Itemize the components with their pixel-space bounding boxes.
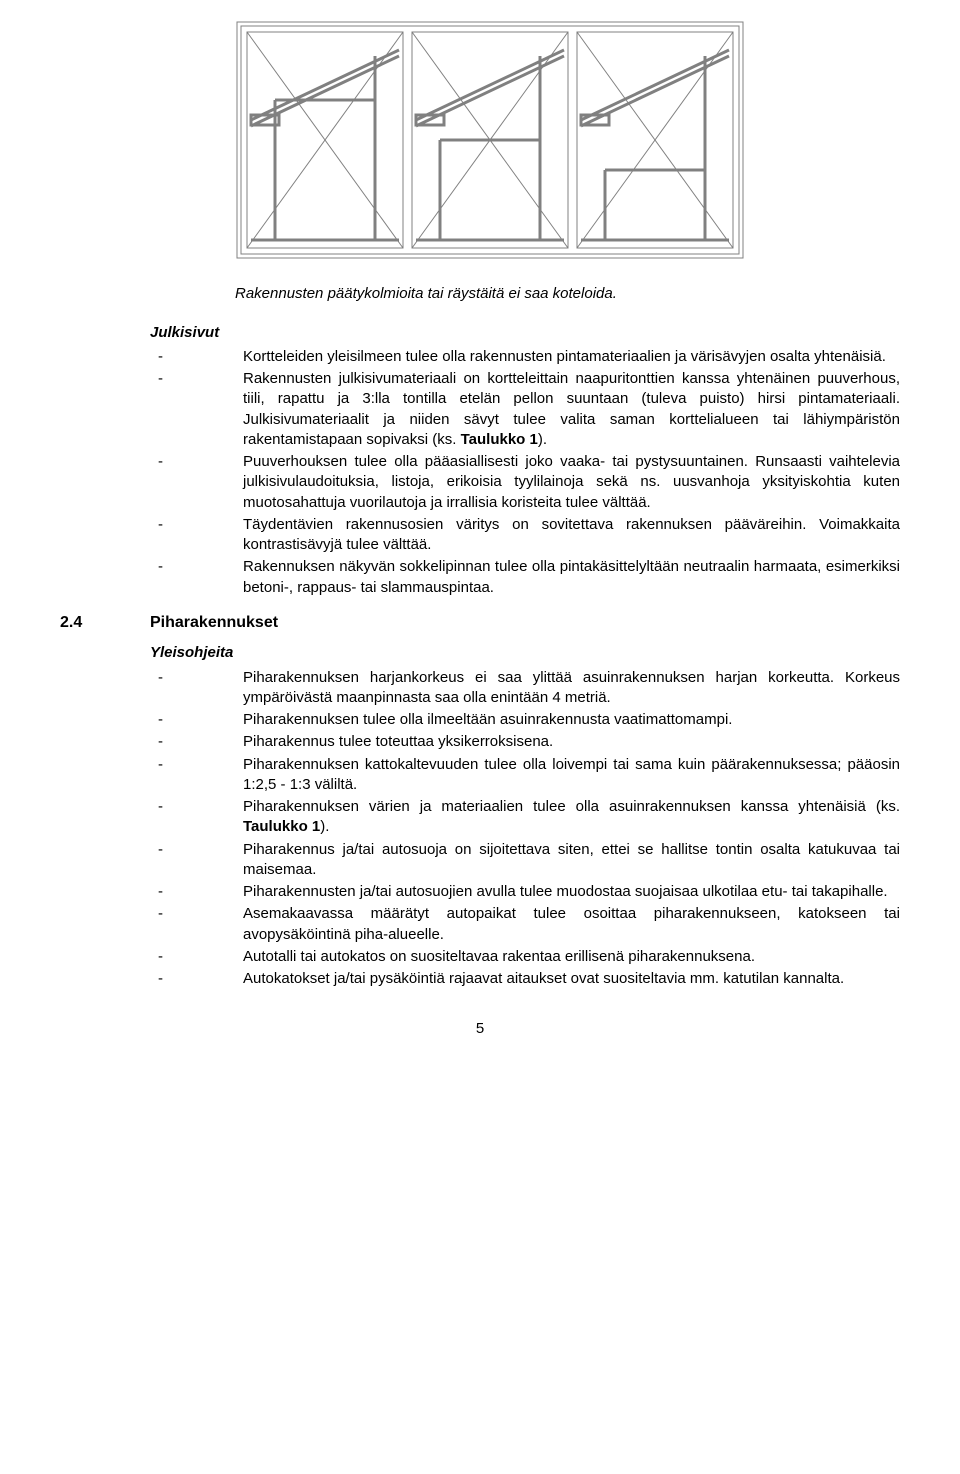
bullet-dash: -: [150, 710, 243, 730]
julkisivut-list: -Kortteleiden yleisilmeen tulee olla rak…: [150, 347, 900, 598]
julkisivut-heading: Julkisivut: [150, 323, 900, 343]
diagram-caption: Rakennusten päätykolmioita tai räystäitä…: [235, 284, 900, 304]
list-item: -Piharakennuksen värien ja materiaalien …: [150, 797, 900, 838]
bullet-text: Piharakennuksen värien ja materiaalien t…: [243, 797, 900, 838]
section-number: 2.4: [60, 612, 150, 634]
bullet-text: Täydentävien rakennusosien väritys on so…: [243, 515, 900, 556]
list-item: -Piharakennuksen tulee olla ilmeeltään a…: [150, 710, 900, 730]
bullet-dash: -: [150, 452, 243, 472]
bullet-text: Piharakennuksen tulee olla ilmeeltään as…: [243, 710, 900, 730]
list-item: -Rakennusten julkisivumateriaali on kort…: [150, 369, 900, 450]
list-item: -Piharakennusten ja/tai autosuojien avul…: [150, 882, 900, 902]
bullet-dash: -: [150, 904, 243, 924]
bullet-text: Kortteleiden yleisilmeen tulee olla rake…: [243, 347, 900, 367]
list-item: -Asemakaavassa määrätyt autopaikat tulee…: [150, 904, 900, 945]
roof-diagram-svg: [235, 20, 745, 260]
bullet-dash: -: [150, 947, 243, 967]
bullet-dash: -: [150, 797, 243, 817]
section-2-4-row: 2.4 Piharakennukset: [60, 612, 900, 634]
bullet-text: Piharakennus ja/tai autosuoja on sijoite…: [243, 840, 900, 881]
bullet-text: Piharakennuksen kattokaltevuuden tulee o…: [243, 755, 900, 796]
bullet-text: Autotalli tai autokatos on suositeltavaa…: [243, 947, 900, 967]
bullet-dash: -: [150, 668, 243, 688]
list-item: -Piharakennuksen kattokaltevuuden tulee …: [150, 755, 900, 796]
roof-diagram: [235, 20, 900, 266]
bullet-dash: -: [150, 369, 243, 389]
bullet-dash: -: [150, 347, 243, 367]
list-item: -Autotalli tai autokatos on suositeltava…: [150, 947, 900, 967]
list-item: -Piharakennus tulee toteuttaa yksikerrok…: [150, 732, 900, 752]
bullet-dash: -: [150, 755, 243, 775]
bullet-text: Puuverhouksen tulee olla pääasiallisesti…: [243, 452, 900, 513]
page-number: 5: [60, 1019, 900, 1039]
bullet-text: Autokatokset ja/tai pysäköintiä rajaavat…: [243, 969, 900, 989]
bullet-dash: -: [150, 732, 243, 752]
list-item: -Autokatokset ja/tai pysäköintiä rajaava…: [150, 969, 900, 989]
yleisohjeita-heading: Yleisohjeita: [150, 643, 900, 663]
bullet-dash: -: [150, 840, 243, 860]
bullet-text: Piharakennusten ja/tai autosuojien avull…: [243, 882, 900, 902]
bullet-dash: -: [150, 557, 243, 577]
list-item: -Piharakennus ja/tai autosuoja on sijoit…: [150, 840, 900, 881]
bullet-dash: -: [150, 515, 243, 535]
list-item: -Puuverhouksen tulee olla pääasiallisest…: [150, 452, 900, 513]
list-item: -Täydentävien rakennusosien väritys on s…: [150, 515, 900, 556]
bullet-text: Piharakennuksen harjankorkeus ei saa yli…: [243, 668, 900, 709]
bullet-text: Rakennusten julkisivumateriaali on kortt…: [243, 369, 900, 450]
list-item: -Kortteleiden yleisilmeen tulee olla rak…: [150, 347, 900, 367]
section-title: Piharakennukset: [150, 612, 278, 634]
bullet-dash: -: [150, 882, 243, 902]
list-item: -Piharakennuksen harjankorkeus ei saa yl…: [150, 668, 900, 709]
bullet-text: Piharakennus tulee toteuttaa yksikerroks…: [243, 732, 900, 752]
bullet-text: Rakennuksen näkyvän sokkelipinnan tulee …: [243, 557, 900, 598]
page: Rakennusten päätykolmioita tai räystäitä…: [0, 0, 960, 1080]
list-item: -Rakennuksen näkyvän sokkelipinnan tulee…: [150, 557, 900, 598]
bullet-dash: -: [150, 969, 243, 989]
bullet-text: Asemakaavassa määrätyt autopaikat tulee …: [243, 904, 900, 945]
piharakennukset-list: -Piharakennuksen harjankorkeus ei saa yl…: [150, 668, 900, 990]
